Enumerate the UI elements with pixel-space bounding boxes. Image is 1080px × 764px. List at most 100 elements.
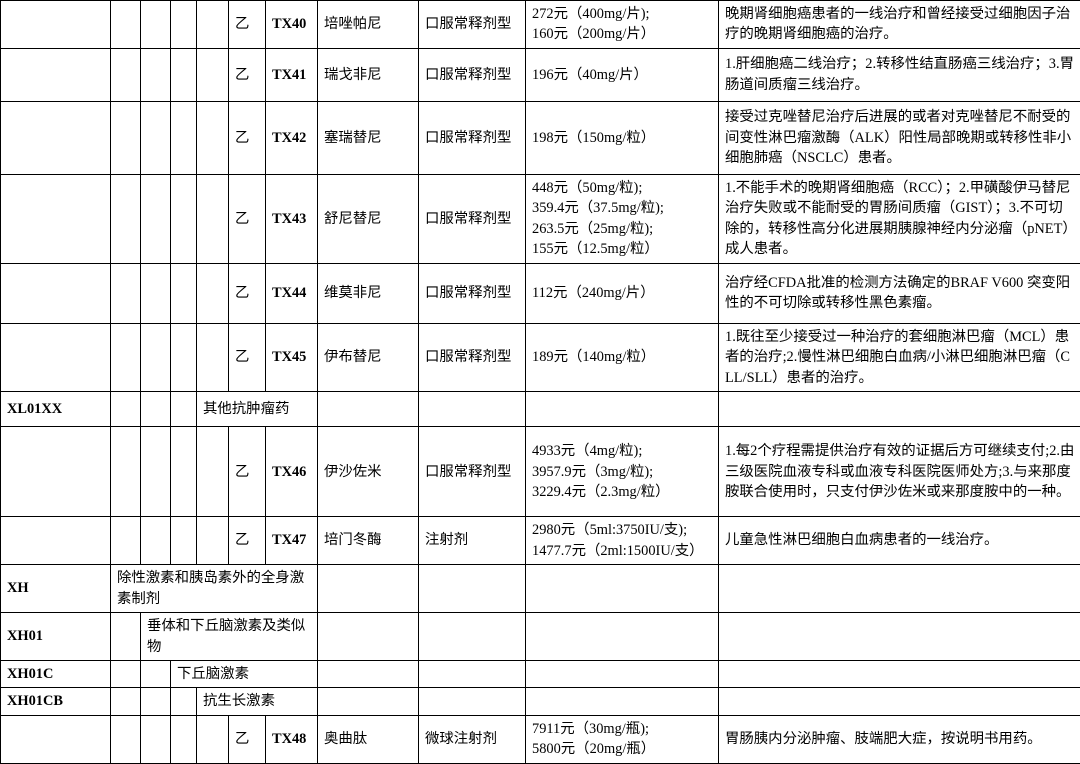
atc-code-cell <box>1 427 111 517</box>
atc-code-cell: XH01CB <box>1 688 111 715</box>
indication-cell <box>719 613 1080 661</box>
price-cell: 272元（400mg/片); 160元（200mg/片） <box>526 1 719 49</box>
drug-number-cell: TX44 <box>266 263 318 323</box>
indication-cell <box>719 660 1080 687</box>
indication-cell: 1.每2个疗程需提供治疗有效的证据后方可继续支付;2.由三级医院血液专科或血液专… <box>719 427 1080 517</box>
hierarchy-spacer-cell <box>111 517 141 565</box>
category-type-cell: 乙 <box>229 1 266 49</box>
atc-code-cell: XH01 <box>1 613 111 661</box>
hierarchy-spacer-cell <box>171 174 197 263</box>
dosage-form-cell: 口服常释剂型 <box>419 48 526 101</box>
hierarchy-spacer-cell <box>111 392 141 427</box>
hierarchy-spacer-cell <box>111 688 141 715</box>
hierarchy-spacer-cell <box>141 323 171 391</box>
category-label-cell: 除性激素和胰岛素外的全身激素制剂 <box>111 565 318 613</box>
hierarchy-spacer-cell <box>197 48 229 101</box>
atc-code-cell: XL01XX <box>1 392 111 427</box>
drug-name-cell: 培唑帕尼 <box>318 1 419 49</box>
table-row: XL01XX 其他抗肿瘤药 <box>1 392 1080 427</box>
hierarchy-spacer-cell <box>141 715 171 763</box>
drug-name-cell: 培门冬酶 <box>318 517 419 565</box>
price-cell <box>526 613 719 661</box>
hierarchy-spacer-cell <box>141 688 171 715</box>
atc-code-cell: XH01C <box>1 660 111 687</box>
drug-number-cell: TX40 <box>266 1 318 49</box>
dosage-form-cell: 口服常释剂型 <box>419 263 526 323</box>
hierarchy-spacer-cell <box>111 715 141 763</box>
table-row: XH01CB 抗生长激素 <box>1 688 1080 715</box>
drug-name-cell: 维莫非尼 <box>318 263 419 323</box>
price-cell: 7911元（30mg/瓶); 5800元（20mg/瓶） <box>526 715 719 763</box>
hierarchy-spacer-cell <box>197 517 229 565</box>
price-cell: 112元（240mg/片） <box>526 263 719 323</box>
drug-number-cell: TX43 <box>266 174 318 263</box>
hierarchy-spacer-cell <box>141 101 171 174</box>
table-row: XH01 垂体和下丘脑激素及类似物 <box>1 613 1080 661</box>
dosage-form-cell <box>419 660 526 687</box>
indication-cell <box>719 392 1080 427</box>
indication-cell: 胃肠胰内分泌肿瘤、肢端肥大症，按说明书用药。 <box>719 715 1080 763</box>
hierarchy-spacer-cell <box>111 101 141 174</box>
category-label-cell: 垂体和下丘脑激素及类似物 <box>141 613 318 661</box>
atc-code-cell: XH <box>1 565 111 613</box>
dosage-form-cell <box>419 392 526 427</box>
category-label-cell: 抗生长激素 <box>197 688 318 715</box>
category-type-cell: 乙 <box>229 323 266 391</box>
price-cell: 198元（150mg/粒） <box>526 101 719 174</box>
category-type-cell: 乙 <box>229 174 266 263</box>
category-label-cell: 其他抗肿瘤药 <box>197 392 318 427</box>
price-cell: 4933元（4mg/粒); 3957.9元（3mg/粒); 3229.4元（2.… <box>526 427 719 517</box>
category-type-cell: 乙 <box>229 101 266 174</box>
hierarchy-spacer-cell <box>141 517 171 565</box>
hierarchy-spacer-cell <box>111 660 141 687</box>
category-type-cell: 乙 <box>229 48 266 101</box>
indication-cell <box>719 688 1080 715</box>
hierarchy-spacer-cell <box>141 427 171 517</box>
atc-code-cell <box>1 1 111 49</box>
hierarchy-spacer-cell <box>141 392 171 427</box>
drug-name-cell: 舒尼替尼 <box>318 174 419 263</box>
hierarchy-spacer-cell <box>197 715 229 763</box>
dosage-form-cell: 口服常释剂型 <box>419 427 526 517</box>
category-type-cell: 乙 <box>229 263 266 323</box>
price-cell: 196元（40mg/片） <box>526 48 719 101</box>
hierarchy-spacer-cell <box>111 427 141 517</box>
price-cell <box>526 660 719 687</box>
indication-cell: 治疗经CFDA批准的检测方法确定的BRAF V600 突变阳性的不可切除或转移性… <box>719 263 1080 323</box>
atc-code-cell <box>1 48 111 101</box>
hierarchy-spacer-cell <box>111 613 141 661</box>
category-type-cell: 乙 <box>229 427 266 517</box>
indication-cell: 1.肝细胞癌二线治疗；2.转移性结直肠癌三线治疗；3.胃肠道间质瘤三线治疗。 <box>719 48 1080 101</box>
hierarchy-spacer-cell <box>141 660 171 687</box>
hierarchy-spacer-cell <box>171 263 197 323</box>
hierarchy-spacer-cell <box>171 715 197 763</box>
dosage-form-cell: 口服常释剂型 <box>419 1 526 49</box>
drug-name-cell: 伊布替尼 <box>318 323 419 391</box>
dosage-form-cell: 口服常释剂型 <box>419 101 526 174</box>
hierarchy-spacer-cell <box>197 263 229 323</box>
atc-code-cell <box>1 715 111 763</box>
hierarchy-spacer-cell <box>197 323 229 391</box>
dosage-form-cell <box>419 613 526 661</box>
indication-cell: 儿童急性淋巴细胞白血病患者的一线治疗。 <box>719 517 1080 565</box>
hierarchy-spacer-cell <box>171 688 197 715</box>
price-cell <box>526 688 719 715</box>
hierarchy-spacer-cell <box>111 263 141 323</box>
dosage-form-cell: 注射剂 <box>419 517 526 565</box>
atc-code-cell <box>1 263 111 323</box>
hierarchy-spacer-cell <box>171 517 197 565</box>
indication-cell: 1.既往至少接受过一种治疗的套细胞淋巴瘤（MCL）患者的治疗;2.慢性淋巴细胞白… <box>719 323 1080 391</box>
drug-name-cell <box>318 613 419 661</box>
dosage-form-cell: 微球注射剂 <box>419 715 526 763</box>
price-cell: 448元（50mg/粒); 359.4元（37.5mg/粒); 263.5元（2… <box>526 174 719 263</box>
hierarchy-spacer-cell <box>141 1 171 49</box>
